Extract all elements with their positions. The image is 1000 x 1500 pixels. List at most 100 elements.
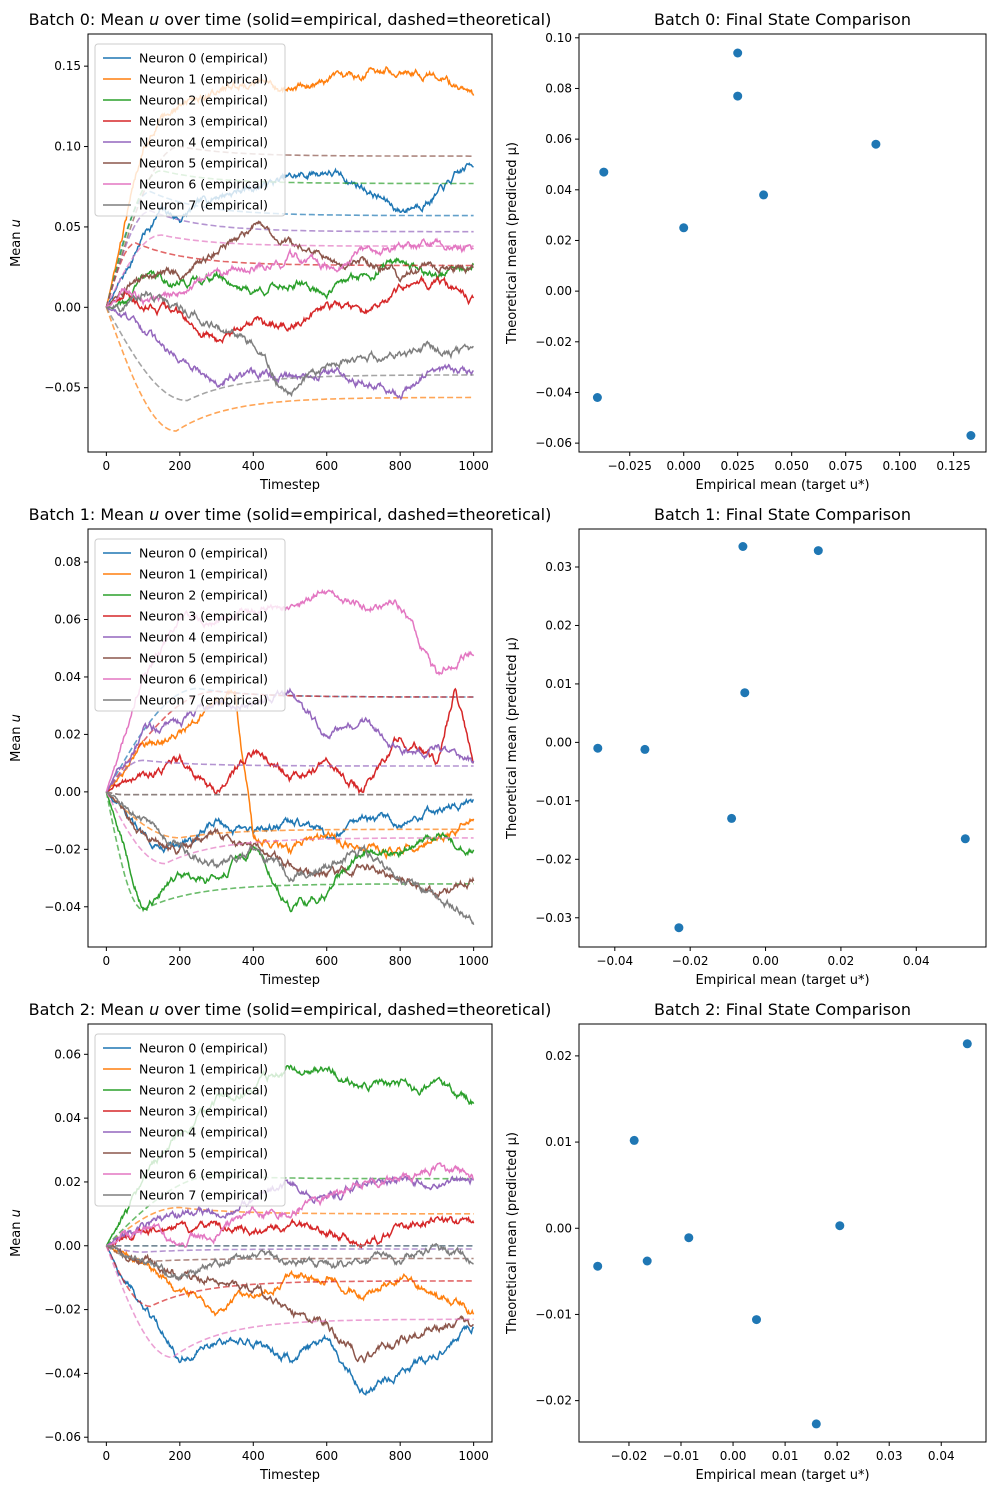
y-tick-label: 0.04	[54, 1111, 81, 1125]
scatter-point-5	[835, 1221, 845, 1231]
x-tick-label: 1000	[458, 954, 489, 968]
x-tick-label: 200	[168, 954, 191, 968]
x-axis-label: Empirical mean (target u*)	[695, 478, 869, 493]
x-tick-label: 0.04	[928, 1449, 955, 1463]
chart-title: Batch 0: Final State Comparison	[654, 10, 911, 29]
scatter-point-7	[599, 167, 609, 177]
legend-label-neuron-7: Neuron 7 (empirical)	[139, 1188, 268, 1203]
scatter-point-4	[752, 1315, 761, 1325]
theory-line-neuron-5	[105, 145, 474, 308]
y-tick-label: 0.02	[54, 1175, 81, 1189]
scatter-point-3	[759, 190, 769, 200]
scatter-point-4	[592, 393, 602, 402]
legend-label-neuron-4: Neuron 4 (empirical)	[139, 135, 268, 150]
scatter-point-3	[684, 1233, 694, 1243]
x-tick-label: 800	[389, 1449, 412, 1463]
theory-line-neuron-2	[105, 791, 474, 911]
title-variable: u	[149, 1000, 159, 1019]
y-tick-label: −0.01	[535, 1307, 572, 1321]
y-tick-label: 0.03	[545, 560, 572, 574]
x-tick-label: −0.02	[672, 954, 709, 968]
ylabel-variable: u	[9, 1209, 24, 1217]
legend-label-neuron-6: Neuron 6 (empirical)	[139, 1167, 268, 1182]
x-tick-label: 0.050	[774, 459, 808, 473]
scatter-point-0	[738, 542, 748, 551]
y-axis-label: Theoretical mean (predicted μ)	[505, 637, 520, 840]
y-tick-label: 0.02	[545, 233, 572, 247]
y-tick-label: 0.02	[545, 1049, 572, 1063]
y-axis-label: Theoretical mean (predicted μ)	[505, 142, 520, 345]
y-tick-label: 0.06	[54, 612, 81, 626]
y-tick-label: 0.10	[545, 31, 572, 45]
legend-label-neuron-5: Neuron 5 (empirical)	[139, 156, 268, 171]
legend-label-neuron-2: Neuron 2 (empirical)	[139, 1083, 268, 1098]
legend-label-neuron-0: Neuron 0 (empirical)	[139, 51, 268, 66]
theory-line-neuron-4	[106, 1245, 474, 1253]
theory-line-neuron-4	[105, 759, 474, 793]
scatter-point-2	[642, 1256, 652, 1266]
y-tick-label: 0.00	[54, 1239, 81, 1253]
scatter-point-2	[733, 91, 743, 101]
scatter-point-5	[733, 48, 743, 58]
x-tick-label: 0.04	[903, 954, 930, 968]
scatter-chart-b2_scatter: −0.02 −0.01 0.00 0.01 0.02 0.03 0.04 −0.02 −0.01…	[505, 1000, 987, 1483]
legend-label-neuron-6: Neuron 6 (empirical)	[139, 672, 268, 687]
x-tick-label: 800	[389, 954, 412, 968]
legend-label-neuron-7: Neuron 7 (empirical)	[139, 693, 268, 708]
empirical-line-neuron-1	[105, 688, 475, 860]
x-tick-label: 0.02	[824, 1449, 851, 1463]
y-tick-label: 0.10	[54, 140, 81, 154]
title-variable: u	[149, 10, 159, 29]
ylabel-part: Mean	[9, 1217, 24, 1257]
theory-line-neuron-5	[105, 1245, 474, 1263]
x-tick-label: 0	[103, 954, 111, 968]
y-tick-label: 0.00	[54, 785, 81, 799]
x-tick-label: 0.075	[828, 459, 862, 473]
legend-label-neuron-5: Neuron 5 (empirical)	[139, 651, 268, 666]
axes-frame	[87, 528, 493, 948]
theory-line-neuron-6	[105, 791, 474, 865]
legend-label-neuron-7: Neuron 7 (empirical)	[139, 198, 268, 213]
theory-line-neuron-1	[105, 791, 474, 839]
empirical-line-neuron-7	[105, 791, 475, 926]
theory-line-neuron-1	[105, 1206, 474, 1247]
scatter-point-7	[962, 1039, 972, 1049]
x-axis-label: Timestep	[259, 1468, 320, 1483]
scatter-point-0	[679, 223, 689, 233]
chart-title: Batch 2: Final State Comparison	[654, 1000, 911, 1019]
x-tick-label: 0.03	[876, 1449, 903, 1463]
chart-title: Batch 1: Mean u over time (solid=empiric…	[29, 505, 552, 524]
x-axis-label: Timestep	[259, 973, 320, 988]
x-tick-label: 200	[168, 459, 191, 473]
empirical-line-neuron-4	[105, 687, 475, 793]
x-tick-label: 0.01	[772, 1449, 799, 1463]
theory-line-neuron-6	[105, 1245, 474, 1359]
y-tick-label: 0.01	[545, 1135, 572, 1149]
empirical-line-neuron-7	[106, 290, 474, 398]
empirical-line-neuron-3	[106, 1214, 475, 1250]
axes-frame	[578, 33, 987, 453]
y-tick-label: −0.02	[44, 842, 81, 856]
plot-area	[105, 1064, 475, 1396]
x-tick-label: 0.100	[882, 459, 916, 473]
ylabel-variable: u	[9, 219, 24, 227]
ylabel-part: Mean	[9, 227, 24, 267]
line-chart-b2_line: 0 200 400 600 800 1000 −0.06 −0.04 −0.02 0.00 0.02…	[9, 1000, 551, 1483]
title-part: over time (solid=empirical, dashed=theor…	[159, 505, 551, 524]
title-part: Batch 2: Mean	[29, 1000, 149, 1019]
empirical-line-neuron-7	[106, 1242, 474, 1282]
legend-label-neuron-2: Neuron 2 (empirical)	[139, 93, 268, 108]
y-tick-label: 0.08	[545, 81, 572, 95]
x-tick-label: 400	[242, 1449, 265, 1463]
x-axis-label: Empirical mean (target u*)	[695, 973, 869, 988]
y-tick-label: 0.05	[54, 220, 81, 234]
x-tick-label: 0.025	[721, 459, 755, 473]
scatter-point-7	[960, 834, 970, 844]
line-chart-b1_line: 0 200 400 600 800 1000 −0.04 −0.02 0.00 0.02 0.04 0…	[9, 505, 551, 988]
x-tick-label: 400	[242, 459, 265, 473]
legend-label-neuron-1: Neuron 1 (empirical)	[139, 1062, 268, 1077]
scatter-point-1	[966, 431, 976, 440]
empirical-line-neuron-1	[106, 1245, 475, 1317]
y-axis-label: Mean u	[9, 219, 24, 267]
x-tick-label: −0.025	[608, 459, 652, 473]
